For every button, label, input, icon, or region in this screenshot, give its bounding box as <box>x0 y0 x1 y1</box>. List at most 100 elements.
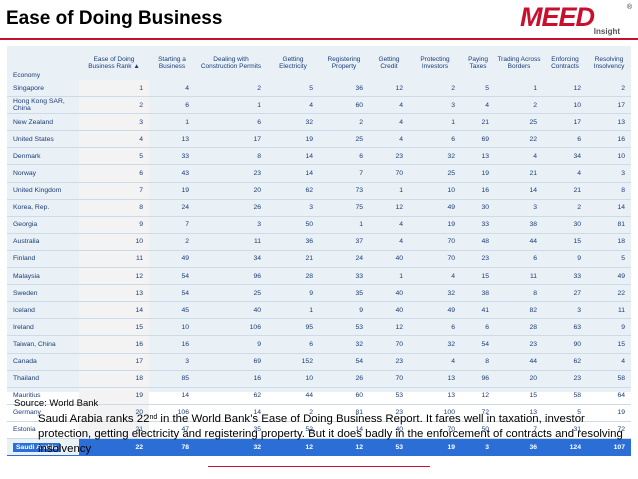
rank-cell: 4 <box>543 164 587 183</box>
column-header-7[interactable]: Protecting Investors <box>409 46 461 80</box>
rank-cell: 1 <box>149 113 195 132</box>
rank-cell: 13 <box>495 404 543 422</box>
rank-cell: 5 <box>267 80 319 98</box>
rank-cell: 90 <box>543 335 587 354</box>
rank-cell: 28 <box>267 267 319 286</box>
rank-cell: 17 <box>79 353 149 371</box>
rank-cell: 40 <box>369 301 409 320</box>
rank-cell: 81 <box>587 216 631 234</box>
rank-cell: 17 <box>543 113 587 132</box>
rank-cell: 16 <box>149 335 195 354</box>
rank-cell: 6 <box>319 147 369 166</box>
table-row: New Zealand 3 1 6 32 2 4 1 21 25 17 13 <box>7 113 631 132</box>
rank-cell: 13 <box>79 284 149 303</box>
rank-cell: 73 <box>319 182 369 200</box>
economy-name: Sweden <box>7 284 79 303</box>
rank-cell: 35 <box>319 284 369 303</box>
rank-cell: 4 <box>409 267 461 286</box>
rank-cell: 9 <box>79 216 149 234</box>
rank-cell: 100 <box>409 404 461 422</box>
rank-cell: 2 <box>409 80 461 98</box>
economy-name: Korea, Rep. <box>7 199 79 217</box>
column-header-11[interactable]: Resolving Insolvency <box>587 46 631 80</box>
rank-cell: 4 <box>267 96 319 115</box>
rank-cell: 72 <box>461 404 495 422</box>
rank-cell: 24 <box>319 250 369 269</box>
rank-cell: 78 <box>149 438 195 457</box>
rank-cell: 19 <box>587 404 631 422</box>
rank-cell: 2 <box>149 233 195 251</box>
column-header-5[interactable]: Registering Property <box>319 46 369 80</box>
column-header-6[interactable]: Getting Credit <box>369 46 409 80</box>
rank-cell: 32 <box>409 147 461 166</box>
table-row: Finland 11 49 34 21 24 40 70 23 6 9 5 <box>7 250 631 269</box>
rank-cell: 63 <box>543 318 587 337</box>
rank-cell: 38 <box>461 284 495 303</box>
rank-cell: 30 <box>461 199 495 217</box>
rank-cell: 1 <box>409 113 461 132</box>
rank-cell: 3 <box>543 301 587 320</box>
rank-cell: 82 <box>495 301 543 320</box>
rank-cell: 54 <box>319 353 369 371</box>
rank-cell: 1 <box>369 182 409 200</box>
rank-cell: 28 <box>495 318 543 337</box>
rank-cell: 31 <box>543 421 587 439</box>
rank-cell: 15 <box>543 233 587 251</box>
column-header-1[interactable]: Ease of Doing Business Rank ▲ <box>79 46 149 80</box>
rank-cell: 6 <box>79 164 149 183</box>
rank-cell: 7 <box>319 164 369 183</box>
rank-cell: 32 <box>195 438 267 457</box>
rank-cell: 75 <box>319 199 369 217</box>
rank-cell: 41 <box>461 301 495 320</box>
rank-cell: 11 <box>587 301 631 320</box>
rank-cell: 95 <box>267 318 319 337</box>
rank-cell: 25 <box>495 113 543 132</box>
rank-cell: 50 <box>267 216 319 234</box>
rank-cell: 62 <box>195 387 267 405</box>
economy-name: Malaysia <box>7 267 79 286</box>
rank-cell: 9 <box>267 284 319 303</box>
rank-cell: 1 <box>79 80 149 98</box>
rank-cell: 152 <box>267 353 319 371</box>
rank-cell: 18 <box>587 233 631 251</box>
rank-cell: 16 <box>461 182 495 200</box>
column-header-2[interactable]: Starting a Business <box>149 46 195 80</box>
rank-cell: 44 <box>267 387 319 405</box>
rank-cell: 40 <box>369 250 409 269</box>
rank-cell: 54 <box>461 335 495 354</box>
rank-cell: 3 <box>409 96 461 115</box>
rank-cell: 6 <box>461 318 495 337</box>
rank-cell: 12 <box>369 199 409 217</box>
rank-cell: 1 <box>495 80 543 98</box>
rank-cell: 8 <box>79 199 149 217</box>
economy-label: Malaysia <box>13 272 40 280</box>
column-header-4[interactable]: Getting Electricity <box>267 46 319 80</box>
economy-label: Korea, Rep. <box>13 204 50 212</box>
rank-cell: 30 <box>543 216 587 234</box>
column-header-3[interactable]: Dealing with Construction Permits <box>195 46 267 80</box>
rank-cell: 14 <box>319 421 369 439</box>
column-header-9[interactable]: Trading Across Borders <box>495 46 543 80</box>
rank-cell: 6 <box>267 335 319 354</box>
rank-cell: 15 <box>79 318 149 337</box>
rank-cell: 4 <box>587 353 631 371</box>
economy-label: United States <box>13 135 54 143</box>
rank-cell: 70 <box>409 421 461 439</box>
rank-cell: 107 <box>587 438 631 457</box>
rank-cell: 4 <box>495 147 543 166</box>
rank-cell: 19 <box>267 130 319 149</box>
column-header-8[interactable]: Paying Taxes <box>461 46 495 80</box>
rank-cell: 6 <box>543 130 587 149</box>
economy-label: Thailand <box>13 375 40 383</box>
rank-cell: 58 <box>543 387 587 405</box>
rank-cell: 34 <box>195 250 267 269</box>
rank-cell: 14 <box>587 199 631 217</box>
table-header-row: Economy Ease of Doing Business Rank ▲ Star… <box>7 46 631 80</box>
column-header-0[interactable]: Economy <box>7 46 79 80</box>
ranking-table: Economy Ease of Doing Business Rank ▲ Star… <box>7 46 631 457</box>
economy-name: New Zealand <box>7 113 79 132</box>
column-header-10[interactable]: Enforcing Contracts <box>543 46 587 80</box>
rank-cell: 124 <box>543 438 587 457</box>
economy-label: Georgia <box>13 221 38 229</box>
logo-registered-mark: ® <box>626 4 632 11</box>
